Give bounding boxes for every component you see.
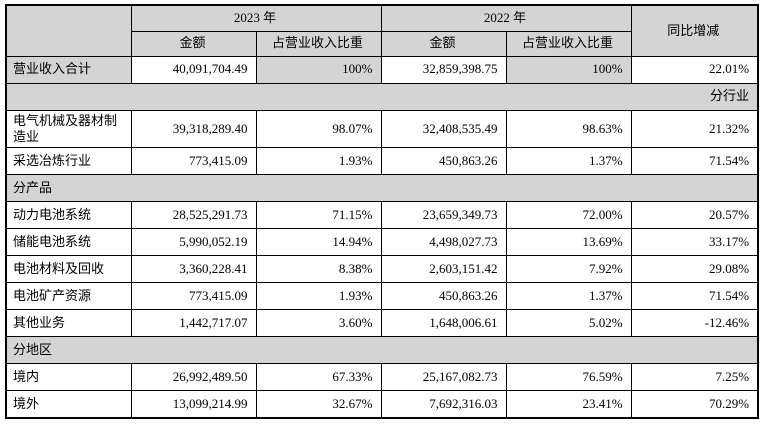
header-empty-cell: [5, 4, 132, 57]
table-row-mining-smelting: 采选冶炼行业 773,415.09 1.93% 450,863.26 1.37%…: [5, 147, 759, 175]
amount-2022-cell: 32,408,535.49: [380, 109, 507, 148]
yoy-cell: 21.32%: [630, 109, 759, 148]
header-year-2023: 2023 年: [130, 4, 382, 32]
ratio-2023-cell: 8.38%: [255, 255, 382, 283]
amount-2023-cell: 773,415.09: [130, 282, 257, 310]
amount-2023-cell: 26,992,489.50: [130, 363, 257, 391]
ratio-2023-cell: 98.07%: [255, 109, 382, 148]
table-row-other-business: 其他业务 1,442,717.07 3.60% 1,648,006.61 5.0…: [5, 309, 759, 337]
row-label: 境外: [5, 390, 132, 418]
ratio-2023-cell: 100%: [255, 55, 382, 84]
header-yoy: 同比增减: [630, 4, 759, 57]
ratio-2022-cell: 13.69%: [505, 228, 632, 256]
header-ratio-2022: 占营业收入比重: [505, 30, 632, 57]
table-row-overseas: 境外 13,099,214.99 32.67% 7,692,316.03 23.…: [5, 390, 759, 418]
row-label: 电池材料及回收: [5, 255, 132, 283]
yoy-cell: 70.29%: [630, 390, 759, 418]
header-row-years: 2023 年 2022 年 同比增减: [5, 4, 759, 57]
ratio-2023-cell: 67.33%: [255, 363, 382, 391]
row-label: 营业收入合计: [5, 55, 132, 84]
header-amount-2023: 金额: [130, 30, 257, 57]
yoy-cell: 22.01%: [630, 55, 759, 84]
header-ratio-2023: 占营业收入比重: [255, 30, 382, 57]
ratio-2023-cell: 71.15%: [255, 201, 382, 229]
ratio-2022-cell: 76.59%: [505, 363, 632, 391]
amount-2022-cell: 4,498,027.73: [380, 228, 507, 256]
section-row-by-region: 分地区: [5, 336, 759, 364]
row-label: 储能电池系统: [5, 228, 132, 256]
yoy-cell: 29.08%: [630, 255, 759, 283]
row-label: 动力电池系统: [5, 201, 132, 229]
amount-2023-cell: 39,318,289.40: [130, 109, 257, 148]
table-row-battery-materials-recycling: 电池材料及回收 3,360,228.41 8.38% 2,603,151.42 …: [5, 255, 759, 283]
revenue-breakdown-table: 2023 年 2022 年 同比增减 金额 占营业收入比重 金额 占营业收入比重…: [5, 4, 760, 419]
amount-2023-cell: 13,099,214.99: [130, 390, 257, 418]
yoy-cell: 33.17%: [630, 228, 759, 256]
row-label: 境内: [5, 363, 132, 391]
row-label: 电池矿产资源: [5, 282, 132, 310]
row-label: 采选冶炼行业: [5, 147, 132, 175]
amount-2022-cell: 1,648,006.61: [380, 309, 507, 337]
ratio-2022-cell: 1.37%: [505, 282, 632, 310]
yoy-cell: 7.25%: [630, 363, 759, 391]
amount-2022-cell: 450,863.26: [380, 147, 507, 175]
yoy-cell: -12.46%: [630, 309, 759, 337]
amount-2023-cell: 5,990,052.19: [130, 228, 257, 256]
ratio-2022-cell: 23.41%: [505, 390, 632, 418]
table-row-total-revenue: 营业收入合计 40,091,704.49 100% 32,859,398.75 …: [5, 55, 759, 84]
amount-2023-cell: 773,415.09: [130, 147, 257, 175]
ratio-2023-cell: 3.60%: [255, 309, 382, 337]
ratio-2022-cell: 7.92%: [505, 255, 632, 283]
header-amount-2022: 金额: [380, 30, 507, 57]
section-label: 分地区: [5, 336, 759, 364]
ratio-2023-cell: 32.67%: [255, 390, 382, 418]
table-row-battery-minerals: 电池矿产资源 773,415.09 1.93% 450,863.26 1.37%…: [5, 282, 759, 310]
amount-2023-cell: 3,360,228.41: [130, 255, 257, 283]
amount-2022-cell: 2,603,151.42: [380, 255, 507, 283]
section-row-by-industry: 分行业: [5, 82, 759, 111]
yoy-cell: 71.54%: [630, 147, 759, 175]
amount-2023-cell: 28,525,291.73: [130, 201, 257, 229]
amount-2022-cell: 23,659,349.73: [380, 201, 507, 229]
table-row-electrical-machinery: 电气机械及器材制造业 39,318,289.40 98.07% 32,408,5…: [5, 109, 759, 148]
ratio-2022-cell: 98.63%: [505, 109, 632, 148]
ratio-2022-cell: 72.00%: [505, 201, 632, 229]
table-row-power-battery: 动力电池系统 28,525,291.73 71.15% 23,659,349.7…: [5, 201, 759, 229]
amount-2023-cell: 1,442,717.07: [130, 309, 257, 337]
section-label: 分产品: [5, 174, 759, 202]
row-label: 电气机械及器材制造业: [5, 109, 132, 148]
yoy-cell: 20.57%: [630, 201, 759, 229]
amount-2022-cell: 32,859,398.75: [380, 55, 507, 84]
ratio-2023-cell: 1.93%: [255, 147, 382, 175]
table-row-domestic: 境内 26,992,489.50 67.33% 25,167,082.73 76…: [5, 363, 759, 391]
amount-2022-cell: 7,692,316.03: [380, 390, 507, 418]
header-year-2022: 2022 年: [380, 4, 632, 32]
header-row-measures: 金额 占营业收入比重 金额 占营业收入比重: [6, 30, 758, 57]
section-row-by-product: 分产品: [5, 174, 759, 202]
ratio-2022-cell: 1.37%: [505, 147, 632, 175]
ratio-2022-cell: 5.02%: [505, 309, 632, 337]
section-label: 分行业: [5, 82, 759, 111]
row-label: 其他业务: [5, 309, 132, 337]
table-row-energy-storage-battery: 储能电池系统 5,990,052.19 14.94% 4,498,027.73 …: [5, 228, 759, 256]
ratio-2023-cell: 14.94%: [255, 228, 382, 256]
ratio-2022-cell: 100%: [505, 55, 632, 84]
ratio-2023-cell: 1.93%: [255, 282, 382, 310]
yoy-cell: 71.54%: [630, 282, 759, 310]
amount-2022-cell: 450,863.26: [380, 282, 507, 310]
amount-2022-cell: 25,167,082.73: [380, 363, 507, 391]
amount-2023-cell: 40,091,704.49: [130, 55, 257, 84]
